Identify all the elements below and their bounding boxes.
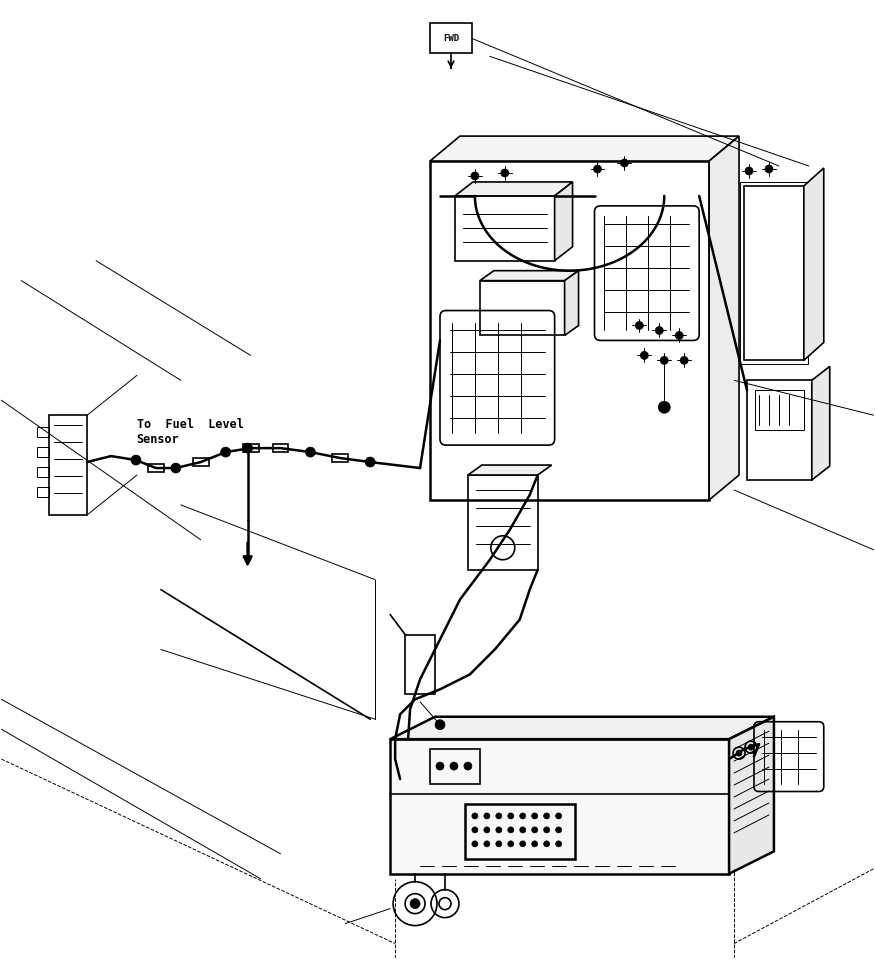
Circle shape <box>640 351 648 359</box>
Bar <box>740 182 808 365</box>
Bar <box>468 475 537 569</box>
Circle shape <box>543 827 550 833</box>
Polygon shape <box>455 182 572 196</box>
Bar <box>465 804 575 859</box>
Bar <box>430 749 480 784</box>
Bar <box>38 487 49 497</box>
Text: FWD: FWD <box>443 34 459 43</box>
Circle shape <box>410 899 420 908</box>
Circle shape <box>500 169 508 177</box>
Bar <box>38 427 49 437</box>
Circle shape <box>305 447 315 457</box>
Circle shape <box>450 762 458 770</box>
Polygon shape <box>555 182 572 261</box>
Bar <box>405 635 435 694</box>
Polygon shape <box>390 739 729 874</box>
Polygon shape <box>430 136 739 161</box>
Bar <box>755 391 804 430</box>
Circle shape <box>507 813 514 819</box>
Circle shape <box>242 444 253 453</box>
Polygon shape <box>804 168 823 360</box>
Circle shape <box>220 447 231 457</box>
Polygon shape <box>564 271 578 335</box>
Circle shape <box>496 827 501 833</box>
Circle shape <box>496 841 501 847</box>
Circle shape <box>635 322 643 329</box>
Circle shape <box>661 356 668 365</box>
Bar <box>430 23 472 54</box>
Circle shape <box>171 463 181 473</box>
Circle shape <box>484 841 490 847</box>
Circle shape <box>556 827 562 833</box>
Polygon shape <box>390 717 774 739</box>
Circle shape <box>765 165 773 173</box>
Circle shape <box>620 159 628 167</box>
Bar <box>192 458 209 466</box>
Bar <box>272 444 289 452</box>
Circle shape <box>532 813 537 819</box>
Polygon shape <box>729 717 774 874</box>
Polygon shape <box>709 136 739 500</box>
Circle shape <box>472 813 478 819</box>
Circle shape <box>484 827 490 833</box>
Circle shape <box>520 813 526 819</box>
Bar <box>332 454 348 462</box>
Bar <box>242 444 259 452</box>
Circle shape <box>532 827 537 833</box>
Bar <box>148 464 164 472</box>
Circle shape <box>520 827 526 833</box>
Circle shape <box>680 356 689 365</box>
Circle shape <box>484 813 490 819</box>
Circle shape <box>507 841 514 847</box>
Text: To  Fuel  Level
Sensor: To Fuel Level Sensor <box>136 418 243 445</box>
Bar <box>455 196 555 261</box>
Circle shape <box>556 813 562 819</box>
Bar <box>747 380 812 480</box>
Circle shape <box>464 762 472 770</box>
Bar <box>744 186 804 360</box>
Circle shape <box>655 326 663 334</box>
Circle shape <box>543 813 550 819</box>
Circle shape <box>658 401 670 413</box>
Bar <box>38 468 49 477</box>
Circle shape <box>543 841 550 847</box>
Circle shape <box>748 744 754 750</box>
Bar <box>430 161 709 500</box>
Circle shape <box>436 762 444 770</box>
Circle shape <box>472 841 478 847</box>
Circle shape <box>556 841 562 847</box>
Bar <box>38 447 49 457</box>
Bar <box>49 416 88 515</box>
Circle shape <box>471 172 479 180</box>
Polygon shape <box>812 367 829 480</box>
Circle shape <box>532 841 537 847</box>
Circle shape <box>435 720 445 730</box>
Circle shape <box>496 813 501 819</box>
Circle shape <box>365 457 375 468</box>
Circle shape <box>520 841 526 847</box>
Circle shape <box>736 750 742 756</box>
Polygon shape <box>480 271 578 280</box>
Circle shape <box>745 167 753 175</box>
Circle shape <box>593 165 601 173</box>
Polygon shape <box>468 465 551 475</box>
Circle shape <box>472 827 478 833</box>
Circle shape <box>507 827 514 833</box>
Bar <box>480 280 564 335</box>
Circle shape <box>676 331 683 340</box>
Circle shape <box>131 455 141 465</box>
